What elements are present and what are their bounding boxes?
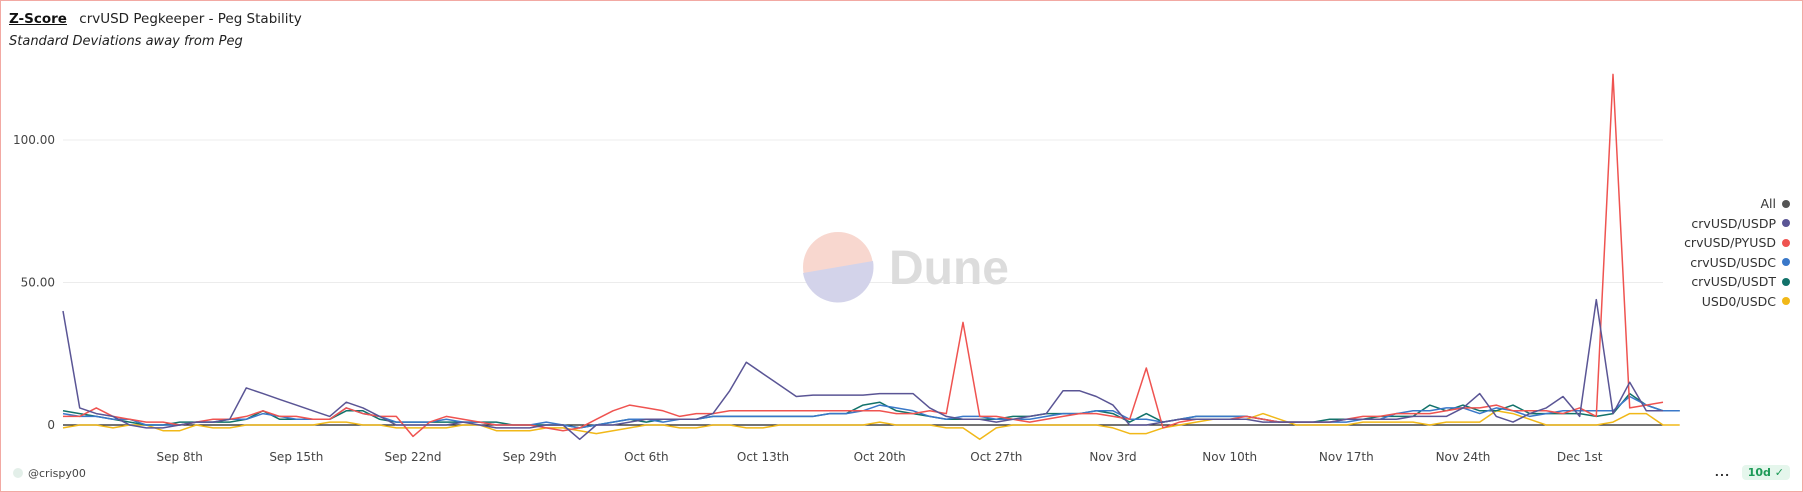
chart-footer-actions: ... 10d ✓ <box>1715 465 1790 480</box>
avatar <box>13 468 23 478</box>
legend-item-usd0-usdc[interactable]: USD0/USDC <box>1684 292 1790 312</box>
chart-subtitle: Standard Deviations away from Peg <box>9 34 243 49</box>
x-tick-label: Oct 13th <box>737 450 789 464</box>
x-tick-label: Sep 15th <box>269 450 323 464</box>
x-tick-label: Oct 20th <box>854 450 906 464</box>
chart-author[interactable]: @crispy00 <box>13 467 86 480</box>
legend-dot <box>1782 258 1790 266</box>
author-name: @crispy00 <box>28 467 86 480</box>
dune-watermark: Dune <box>803 232 1009 303</box>
x-tick-label: Nov 17th <box>1319 450 1374 464</box>
check-circle-icon: ✓ <box>1774 466 1784 479</box>
line-chart: Dune 0 50.00 100.00 Sep 8th Sep 15th Sep 22n… <box>13 73 1680 464</box>
y-tick-label: 50.00 <box>21 276 55 290</box>
legend-dot <box>1782 219 1790 227</box>
legend-dot <box>1782 297 1790 305</box>
query-title-link[interactable]: Z-Score <box>9 11 67 27</box>
series-line-crvusd-usdp[interactable] <box>62 298 1663 441</box>
refresh-age-badge[interactable]: 10d ✓ <box>1741 465 1790 480</box>
x-tick-label: Nov 24th <box>1436 450 1491 464</box>
y-tick-label: 0 <box>47 418 55 432</box>
legend-item-crvusd-pyusd[interactable]: crvUSD/PYUSD <box>1684 233 1790 253</box>
legend-item-crvusd-usdt[interactable]: crvUSD/USDT <box>1684 272 1790 292</box>
legend-item-crvusd-usdc[interactable]: crvUSD/USDC <box>1684 253 1790 273</box>
x-tick-label: Sep 29th <box>503 450 557 464</box>
chart-header: Z-Score crvUSD Pegkeeper - Peg Stability <box>9 11 302 27</box>
series-lines <box>62 73 1680 441</box>
legend-label: crvUSD/USDT <box>1691 274 1776 289</box>
x-tick-label: Oct 27th <box>970 450 1022 464</box>
dune-logo-lower-half <box>803 261 874 303</box>
legend-label: All <box>1760 196 1777 211</box>
x-tick-label: Dec 1st <box>1557 450 1603 464</box>
y-axis: 0 50.00 100.00 <box>13 133 55 432</box>
legend-dot <box>1782 277 1790 286</box>
refresh-age: 10d <box>1747 466 1771 479</box>
legend-item-all[interactable]: All <box>1684 194 1790 214</box>
chart-legend: All crvUSD/USDP crvUSD/PYUSD crvUSD/USDC cr… <box>1684 194 1790 311</box>
series-line-crvusd-pyusd[interactable] <box>63 73 1664 438</box>
legend-label: crvUSD/USDC <box>1690 254 1776 270</box>
legend-dot <box>1782 238 1790 247</box>
series-line-usd0-usdc[interactable] <box>62 410 1680 441</box>
legend-label: USD0/USDC <box>1701 293 1776 309</box>
watermark-text: Dune <box>889 242 1009 295</box>
y-tick-label: 100.00 <box>13 133 55 147</box>
x-axis: Sep 8th Sep 15th Sep 22nd Sep 29th Oct 6th Oc… <box>156 450 1602 464</box>
x-tick-label: Oct 6th <box>624 450 669 464</box>
legend-item-crvusd-usdp[interactable]: crvUSD/USDP <box>1684 214 1790 234</box>
legend-dot <box>1782 199 1790 208</box>
x-tick-label: Sep 22nd <box>385 450 442 464</box>
x-tick-label: Sep 8th <box>156 450 202 464</box>
x-tick-label: Nov 10th <box>1202 450 1257 464</box>
chart-title: crvUSD Pegkeeper - Peg Stability <box>79 11 302 27</box>
legend-label: crvUSD/USDP <box>1691 215 1776 231</box>
more-options-button[interactable]: ... <box>1714 466 1731 479</box>
x-tick-label: Nov 3rd <box>1089 450 1136 464</box>
legend-label: crvUSD/PYUSD <box>1684 235 1776 250</box>
